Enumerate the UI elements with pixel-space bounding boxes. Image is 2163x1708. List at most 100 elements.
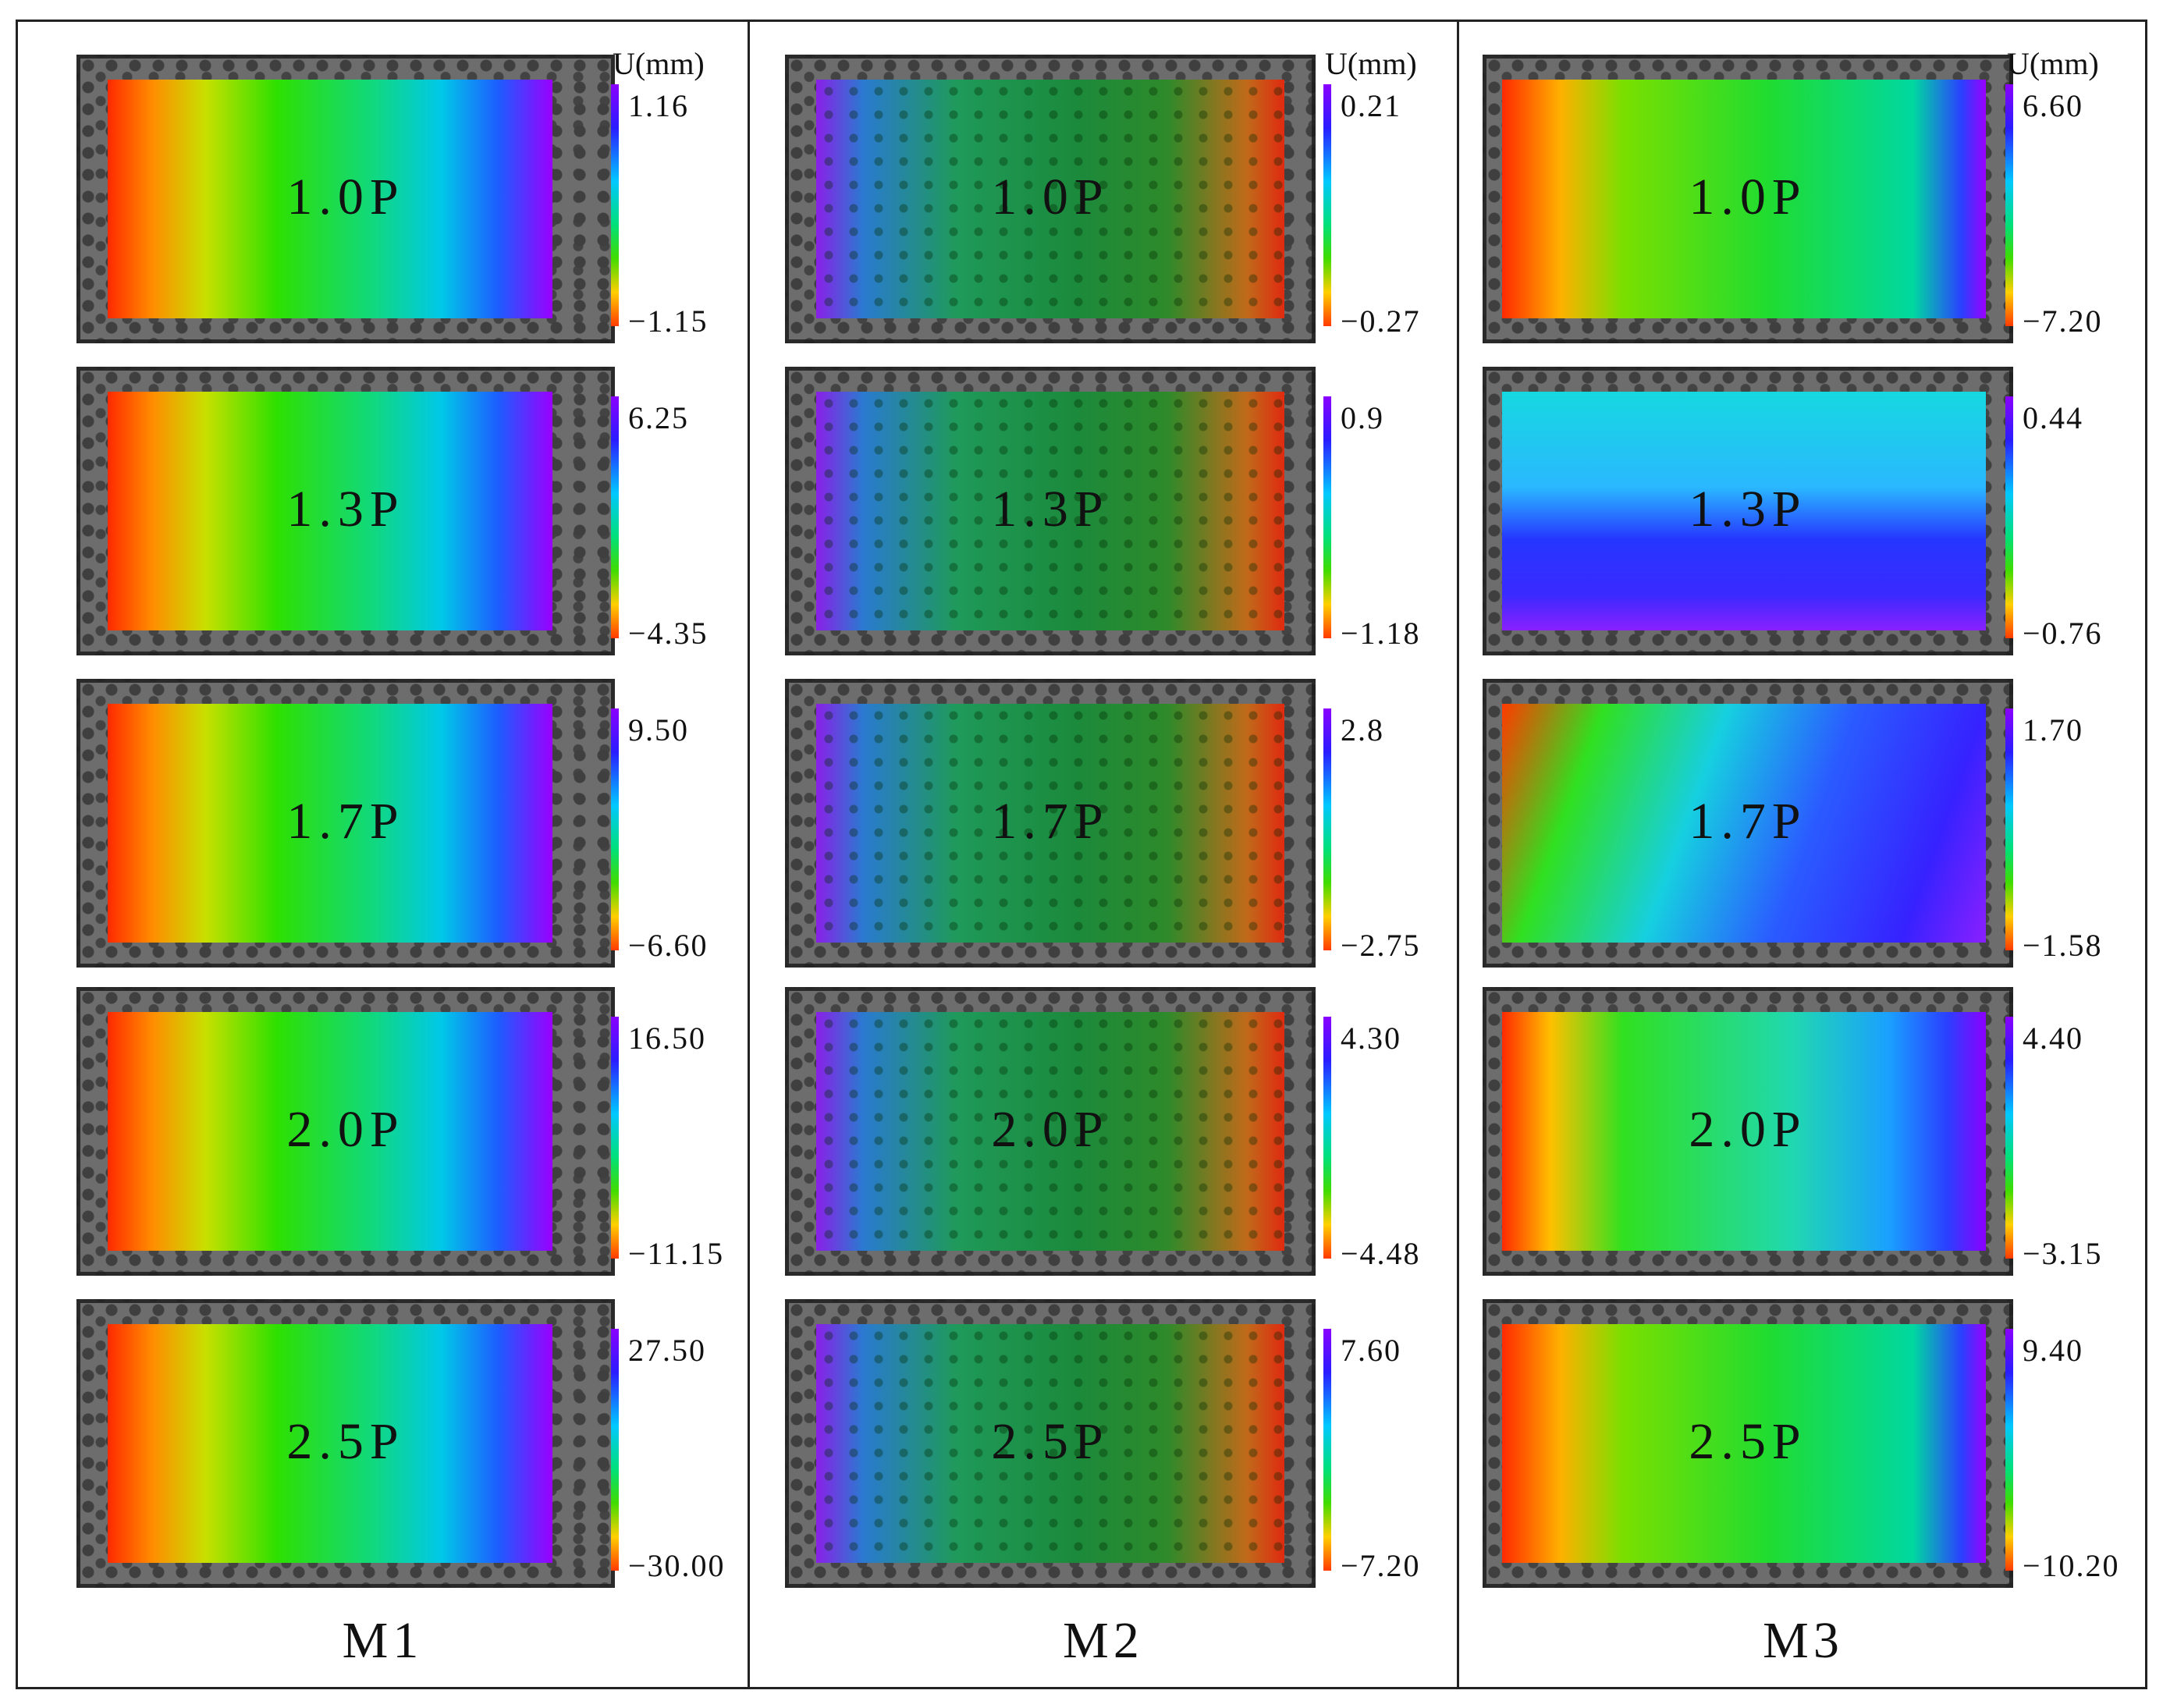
colorbar-max-value: 0.44: [2023, 400, 2083, 435]
colorbar: [2005, 1329, 2013, 1571]
specimen-plate: 2.0P: [1483, 987, 2013, 1276]
displacement-field: [1502, 704, 1986, 943]
contour-panel: 1.3P 0.44 −0.76: [1459, 367, 2147, 655]
colorbar-min-value: −4.48: [1341, 1236, 1421, 1271]
colorbar-min-value: −1.18: [1341, 616, 1421, 651]
load-level-label: 1.3P: [286, 481, 405, 538]
specimen-plate: 1.3P: [1483, 367, 2013, 655]
contour-panel: 1.7P 2.8 −2.75: [750, 679, 1457, 968]
colorbar-max-value: 2.8: [1341, 712, 1384, 747]
colorbar-min-value: −11.15: [628, 1236, 725, 1271]
contour-panel: 2.0P 4.40 −3.15: [1459, 987, 2147, 1276]
displacement-field: [1502, 1324, 1986, 1563]
specimen-plate: 1.7P: [76, 679, 615, 968]
colorbar-min-value: −3.15: [2023, 1236, 2103, 1271]
colorbar: [611, 84, 619, 326]
colorbar: [611, 708, 619, 950]
specimen-plate: 1.3P: [76, 367, 615, 655]
colorbar: [611, 1329, 619, 1571]
specimen-plate: 2.0P: [785, 987, 1316, 1276]
figure-frame: [16, 20, 2147, 1689]
colorbar-max-value: 1.70: [2023, 712, 2083, 747]
column-m1: 1.0P U(mm) 1.16 −1.15 1.3P 6.25 −4.35 1.7P 9.50 −…: [18, 20, 748, 1689]
load-level-label: 2.0P: [286, 1101, 405, 1158]
load-level-label: 1.0P: [286, 169, 405, 225]
specimen-plate: 1.7P: [785, 679, 1316, 968]
displacement-field: [1502, 80, 1986, 318]
displacement-field: [108, 1324, 552, 1563]
colorbar-unit-label: U(mm): [1325, 46, 1417, 81]
displacement-field: [1502, 392, 1986, 630]
contour-panel: 2.5P 7.60 −7.20: [750, 1299, 1457, 1588]
colorbar: [1323, 396, 1331, 638]
load-level-label: 1.7P: [286, 793, 405, 850]
colorbar: [611, 1017, 619, 1259]
specimen-plate: 2.5P: [785, 1299, 1316, 1588]
specimen-plate: 1.0P: [76, 55, 615, 343]
colorbar-min-value: −7.20: [2023, 304, 2103, 339]
colorbar-max-value: 16.50: [628, 1021, 706, 1056]
colorbar-max-value: 0.9: [1341, 400, 1384, 435]
colorbar: [2005, 1017, 2013, 1259]
load-level-label: 2.5P: [1689, 1413, 1807, 1470]
colorbar-max-value: 4.40: [2023, 1021, 2083, 1056]
column-divider: [1457, 20, 1459, 1689]
colorbar-min-value: −0.27: [1341, 304, 1421, 339]
contour-panel: 1.3P 6.25 −4.35: [18, 367, 748, 655]
load-level-label: 1.7P: [991, 793, 1110, 850]
column-title: M1: [342, 1612, 424, 1669]
load-level-label: 1.0P: [1689, 169, 1807, 225]
speckle-overlay: [816, 1324, 1284, 1563]
column-m3: 1.0P U(mm) 6.60 −7.20 1.3P 0.44 −0.76 1.7P 1.70 −…: [1459, 20, 2147, 1689]
load-level-label: 2.0P: [1689, 1101, 1807, 1158]
colorbar-min-value: −4.35: [628, 616, 709, 651]
colorbar: [2005, 84, 2013, 326]
specimen-plate: 2.5P: [76, 1299, 615, 1588]
speckle-overlay: [816, 392, 1284, 630]
displacement-field: [816, 80, 1284, 318]
colorbar: [1323, 1017, 1331, 1259]
contour-panel: 2.0P 16.50 −11.15: [18, 987, 748, 1276]
displacement-field: [108, 392, 552, 630]
colorbar-max-value: 9.50: [628, 712, 689, 747]
column-m2: 1.0P U(mm) 0.21 −0.27 1.3P 0.9 −1.18 1.7P 2.8 −2.…: [750, 20, 1457, 1689]
colorbar-max-value: 9.40: [2023, 1333, 2083, 1368]
colorbar: [1323, 84, 1331, 326]
displacement-field: [816, 1012, 1284, 1251]
specimen-plate: 1.3P: [785, 367, 1316, 655]
colorbar-min-value: −1.15: [628, 304, 709, 339]
displacement-field: [1502, 1012, 1986, 1251]
column-title: M3: [1763, 1612, 1844, 1669]
column-divider: [748, 20, 750, 1689]
colorbar-max-value: 4.30: [1341, 1021, 1401, 1056]
displacement-field: [816, 704, 1284, 943]
colorbar-max-value: 7.60: [1341, 1333, 1401, 1368]
contour-panel: 1.7P 9.50 −6.60: [18, 679, 748, 968]
colorbar-min-value: −2.75: [1341, 928, 1421, 963]
specimen-plate: 1.0P: [785, 55, 1316, 343]
colorbar: [2005, 708, 2013, 950]
displacement-field: [816, 392, 1284, 630]
speckle-overlay: [816, 704, 1284, 943]
speckle-overlay: [816, 80, 1284, 318]
colorbar-unit-label: U(mm): [613, 46, 705, 81]
contour-panel: 1.0P U(mm) 6.60 −7.20: [1459, 46, 2147, 343]
colorbar-max-value: 27.50: [628, 1333, 706, 1368]
colorbar-min-value: −7.20: [1341, 1548, 1421, 1583]
colorbar: [611, 396, 619, 638]
colorbar-max-value: 0.21: [1341, 88, 1401, 123]
speckle-overlay: [816, 1012, 1284, 1251]
contour-panel: 2.0P 4.30 −4.48: [750, 987, 1457, 1276]
colorbar-max-value: 6.25: [628, 400, 689, 435]
colorbar: [2005, 396, 2013, 638]
colorbar-max-value: 6.60: [2023, 88, 2083, 123]
colorbar-max-value: 1.16: [628, 88, 689, 123]
colorbar-min-value: −0.76: [2023, 616, 2103, 651]
load-level-label: 1.7P: [1689, 793, 1807, 850]
load-level-label: 2.5P: [286, 1413, 405, 1470]
displacement-field: [108, 704, 552, 943]
contour-panel: 1.0P U(mm) 0.21 −0.27: [750, 46, 1457, 343]
displacement-field: [108, 1012, 552, 1251]
colorbar: [1323, 708, 1331, 950]
contour-panel: 2.5P 27.50 −30.00: [18, 1299, 748, 1588]
